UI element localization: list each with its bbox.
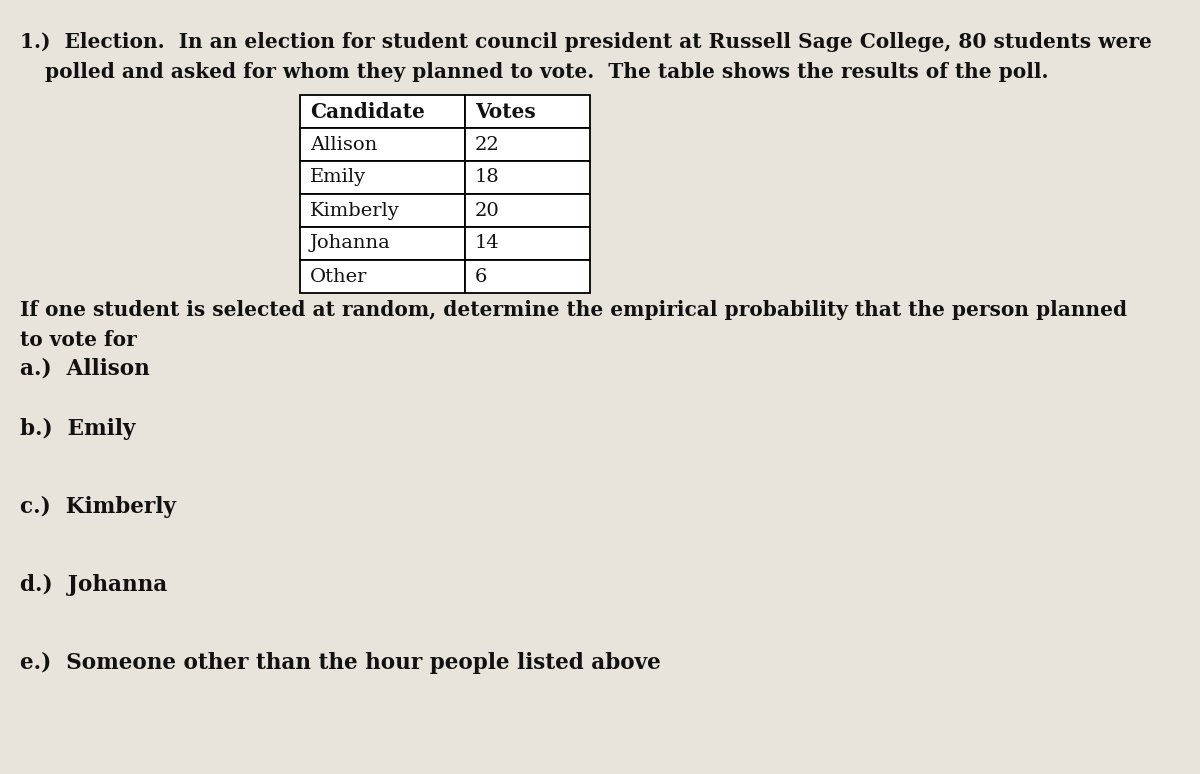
Text: Allison: Allison (310, 135, 377, 153)
Bar (466, 227, 590, 260)
Bar (466, 161, 590, 194)
Text: Votes: Votes (475, 101, 535, 122)
Bar (466, 95, 590, 128)
Text: Kimberly: Kimberly (310, 201, 400, 220)
Text: 18: 18 (475, 169, 499, 187)
Bar (300, 227, 466, 260)
Text: b.)  Emily: b.) Emily (20, 418, 136, 440)
Text: If one student is selected at random, determine the empirical probability that t: If one student is selected at random, de… (20, 300, 1127, 320)
Text: c.)  Kimberly: c.) Kimberly (20, 496, 176, 518)
Text: a.)  Allison: a.) Allison (20, 358, 150, 380)
Bar (466, 194, 590, 227)
Bar (300, 260, 466, 293)
Bar (466, 128, 590, 161)
Text: Candidate: Candidate (310, 101, 425, 122)
Bar (300, 95, 466, 128)
Text: polled and asked for whom they planned to vote.  The table shows the results of : polled and asked for whom they planned t… (46, 62, 1049, 82)
Bar (300, 161, 466, 194)
Text: 1.)  Election.  In an election for student council president at Russell Sage Col: 1.) Election. In an election for student… (20, 32, 1152, 52)
Text: e.)  Someone other than the hour people listed above: e.) Someone other than the hour people l… (20, 652, 661, 674)
Text: to vote for: to vote for (20, 330, 137, 350)
Text: Other: Other (310, 268, 367, 286)
Text: d.)  Johanna: d.) Johanna (20, 574, 167, 596)
Text: 14: 14 (475, 235, 499, 252)
Text: 6: 6 (475, 268, 487, 286)
Bar (466, 260, 590, 293)
Text: Johanna: Johanna (310, 235, 391, 252)
Text: 20: 20 (475, 201, 499, 220)
Text: Emily: Emily (310, 169, 366, 187)
Bar (300, 128, 466, 161)
Bar (300, 194, 466, 227)
Text: 22: 22 (475, 135, 499, 153)
